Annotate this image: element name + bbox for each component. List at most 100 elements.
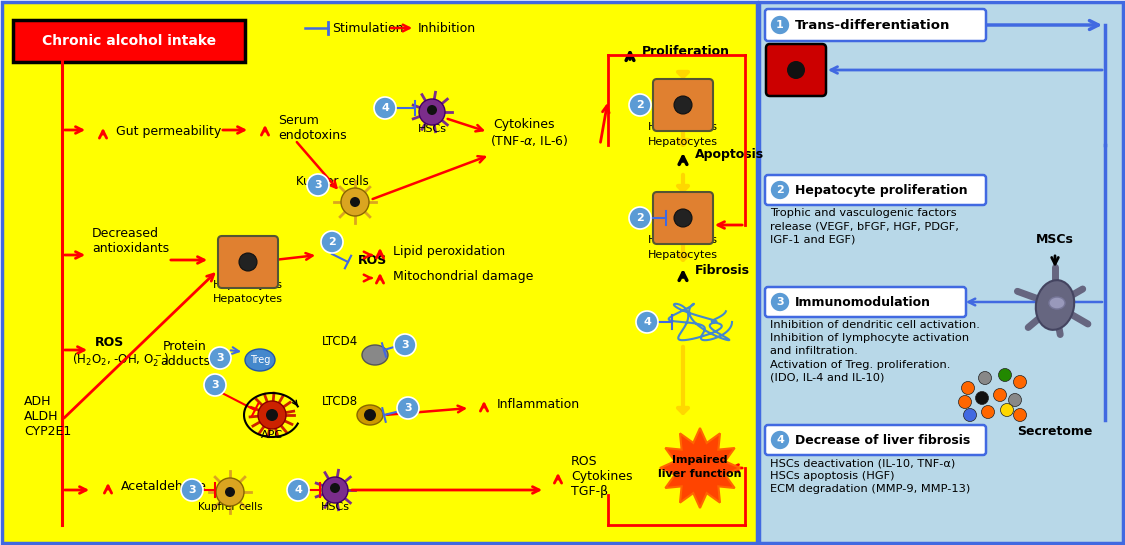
Text: 3: 3 <box>776 297 784 307</box>
Circle shape <box>958 396 972 409</box>
Circle shape <box>181 479 202 501</box>
Ellipse shape <box>1036 280 1074 330</box>
Text: Serum
endotoxins: Serum endotoxins <box>278 114 346 142</box>
Text: Apoptosis: Apoptosis <box>695 148 764 161</box>
Text: 3: 3 <box>404 403 412 413</box>
Text: ADH
ALDH
CYP2E1: ADH ALDH CYP2E1 <box>24 395 71 438</box>
Text: 2: 2 <box>636 213 643 223</box>
Text: Fibrosis: Fibrosis <box>695 264 750 277</box>
Text: (H$_2$O$_2$, -OH, O$_2^-$): (H$_2$O$_2$, -OH, O$_2^-$) <box>72 351 169 368</box>
Circle shape <box>962 382 974 395</box>
Circle shape <box>204 374 226 396</box>
Text: Protein
adducts: Protein adducts <box>160 340 210 368</box>
FancyBboxPatch shape <box>765 287 966 317</box>
Text: 3: 3 <box>314 180 322 190</box>
Text: Hepatocytes: Hepatocytes <box>648 250 718 260</box>
Text: ROS: ROS <box>94 336 124 349</box>
Text: Kupffer cells: Kupffer cells <box>198 502 262 512</box>
Text: Proliferation: Proliferation <box>642 45 730 58</box>
Circle shape <box>322 477 348 503</box>
FancyBboxPatch shape <box>652 192 713 244</box>
FancyBboxPatch shape <box>759 2 1123 543</box>
Ellipse shape <box>357 405 382 425</box>
Circle shape <box>979 372 991 385</box>
Circle shape <box>975 391 989 404</box>
Circle shape <box>1014 409 1026 421</box>
Text: Decreased
antioxidants: Decreased antioxidants <box>92 227 169 255</box>
Circle shape <box>999 368 1011 381</box>
Circle shape <box>1008 393 1022 407</box>
Text: Lipid peroxidation: Lipid peroxidation <box>393 245 505 257</box>
Text: 3: 3 <box>402 340 408 350</box>
FancyBboxPatch shape <box>218 236 278 288</box>
FancyBboxPatch shape <box>765 9 986 41</box>
FancyBboxPatch shape <box>2 2 757 543</box>
Text: Hepatocyte proliferation: Hepatocyte proliferation <box>795 184 968 197</box>
Circle shape <box>216 478 244 506</box>
Circle shape <box>963 409 976 421</box>
Polygon shape <box>660 428 740 508</box>
Circle shape <box>287 479 309 501</box>
FancyBboxPatch shape <box>766 44 826 96</box>
Circle shape <box>350 197 360 207</box>
Circle shape <box>993 389 1007 402</box>
Text: HSCs: HSCs <box>417 124 447 134</box>
Circle shape <box>258 401 286 429</box>
Text: 3: 3 <box>216 353 224 363</box>
Text: 2: 2 <box>328 237 336 247</box>
Text: Inhibition: Inhibition <box>418 21 476 34</box>
Text: Trophic and vasculogenic factors
release (VEGF, bFGF, HGF, PDGF,
IGF-1 and EGF): Trophic and vasculogenic factors release… <box>770 208 958 244</box>
Text: 3: 3 <box>212 380 219 390</box>
Ellipse shape <box>245 349 274 371</box>
Text: HSCs: HSCs <box>321 502 350 512</box>
Text: Immunomodulation: Immunomodulation <box>795 295 932 308</box>
Text: ROS: ROS <box>358 254 387 267</box>
Circle shape <box>674 96 692 114</box>
Circle shape <box>1014 376 1026 389</box>
Circle shape <box>266 409 278 421</box>
Circle shape <box>981 405 994 419</box>
Text: Decrease of liver fibrosis: Decrease of liver fibrosis <box>795 433 970 446</box>
Circle shape <box>341 188 369 216</box>
Text: Kupffer cells: Kupffer cells <box>296 175 368 188</box>
Text: liver function: liver function <box>658 469 741 479</box>
Circle shape <box>770 15 790 35</box>
Text: Hepatocytes: Hepatocytes <box>648 122 718 132</box>
Text: ROS
Cytokines
TGF-β: ROS Cytokines TGF-β <box>572 455 632 498</box>
Text: Acetaldehyde: Acetaldehyde <box>122 480 207 493</box>
Text: 3: 3 <box>188 485 196 495</box>
Text: Inflammation: Inflammation <box>497 397 580 410</box>
Text: Hepatocytes: Hepatocytes <box>648 137 718 147</box>
Text: Mitochondrial damage: Mitochondrial damage <box>393 269 533 282</box>
Text: LTCD4: LTCD4 <box>322 335 358 348</box>
Circle shape <box>321 231 343 253</box>
Circle shape <box>397 397 418 419</box>
Circle shape <box>629 94 651 116</box>
Text: Chronic alcohol intake: Chronic alcohol intake <box>42 34 216 48</box>
Circle shape <box>418 99 446 125</box>
Circle shape <box>1000 403 1014 416</box>
Text: 4: 4 <box>644 317 651 327</box>
Circle shape <box>770 430 790 450</box>
Circle shape <box>636 311 658 333</box>
Text: 4: 4 <box>381 103 389 113</box>
Circle shape <box>307 174 328 196</box>
Ellipse shape <box>1048 297 1065 309</box>
Text: Treg: Treg <box>250 355 270 365</box>
Text: 1: 1 <box>776 20 784 30</box>
Circle shape <box>629 207 651 229</box>
Text: MSCs: MSCs <box>1036 233 1074 246</box>
FancyBboxPatch shape <box>765 425 986 455</box>
Ellipse shape <box>362 345 388 365</box>
Circle shape <box>364 409 376 421</box>
Text: APC: APC <box>261 430 284 440</box>
FancyBboxPatch shape <box>652 79 713 131</box>
Circle shape <box>330 483 340 493</box>
Text: Hepatocytes: Hepatocytes <box>648 235 718 245</box>
Text: Hepatocytes: Hepatocytes <box>213 294 284 304</box>
Circle shape <box>374 97 396 119</box>
Circle shape <box>394 334 416 356</box>
Circle shape <box>225 487 235 497</box>
FancyBboxPatch shape <box>765 175 986 205</box>
Text: Trans-differentiation: Trans-differentiation <box>795 19 951 32</box>
